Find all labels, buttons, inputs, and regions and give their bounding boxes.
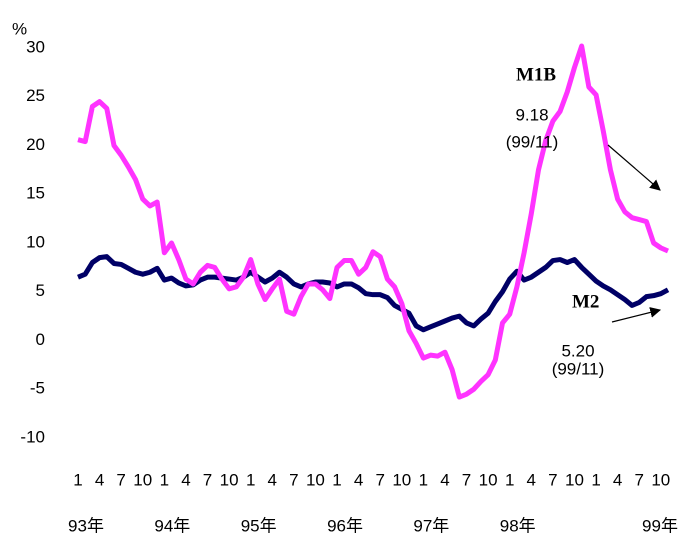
x-tick-label: 7 [116,470,125,489]
arrow [607,144,661,191]
y-unit: % [12,19,27,38]
x-tick-label: 4 [613,470,622,489]
year-label: 95年 [241,516,277,535]
y-tick-label: 25 [26,86,45,105]
annotation: (99/11) [506,132,559,151]
x-tick-label: 10 [133,470,152,489]
x-tick-label: 4 [527,470,536,489]
x-tick-label: 10 [565,470,584,489]
x-tick-label: 4 [354,470,363,489]
series-line [77,43,669,400]
y-tick-label: 20 [26,135,45,154]
y-tick-label: -10 [20,427,45,446]
x-tick-label: 7 [548,470,557,489]
annotation: 5.20 [561,341,594,360]
x-tick-label: 1 [591,470,600,489]
x-tick-label: 1 [332,470,341,489]
year-label: 96年 [327,516,363,535]
x-tick-label: 4 [268,470,277,489]
series-label: M1B [516,64,556,85]
x-tick-label: 7 [203,470,212,489]
x-tick-label: 10 [479,470,498,489]
year-label: 94年 [154,516,190,535]
year-label: 93年 [68,516,104,535]
arrow [611,307,662,323]
x-tick-label: 7 [462,470,471,489]
x-tick-label: 7 [634,470,643,489]
year-label: 99年 [642,516,678,535]
x-tick-label: 10 [392,470,411,489]
year-label: 98年 [500,516,536,535]
x-tick-label: 1 [505,470,514,489]
y-tick-label: 30 [26,37,45,56]
x-tick-label: 1 [73,470,82,489]
x-tick-label: 7 [289,470,298,489]
y-tick-label: -5 [30,379,45,398]
series-line [77,254,670,333]
x-tick-label: 1 [246,470,255,489]
x-tick-label: 10 [651,470,670,489]
x-tick-label: 1 [419,470,428,489]
x-tick-label: 10 [220,470,239,489]
x-tick-label: 4 [181,470,190,489]
x-tick-label: 1 [160,470,169,489]
annotation: (99/11) [552,359,605,378]
annotation: 9.18 [515,105,548,124]
x-tick-label: 4 [95,470,104,489]
y-tick-label: 0 [36,330,45,349]
year-label: 97年 [413,516,449,535]
x-tick-label: 7 [375,470,384,489]
x-tick-label: 10 [306,470,325,489]
y-tick-label: 10 [26,232,45,251]
series-label: M2 [572,291,599,312]
y-tick-label: 15 [26,184,45,203]
y-tick-label: 5 [36,281,45,300]
x-tick-label: 4 [440,470,449,489]
